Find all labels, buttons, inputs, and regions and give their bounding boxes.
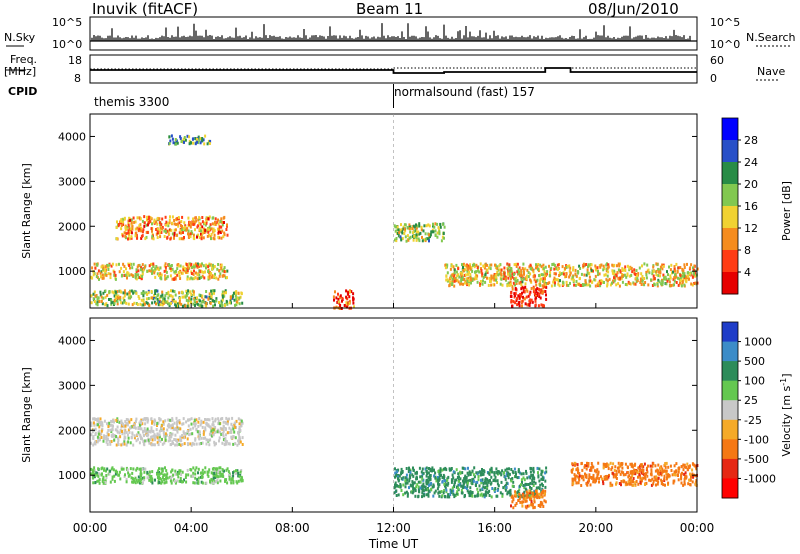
- colorbar-swatch: [722, 206, 738, 229]
- x-tick-label: 16:00: [477, 521, 512, 535]
- colorbar-tick-label: 500: [744, 355, 765, 368]
- nsky-label: N.Sky: [4, 31, 36, 44]
- colorbar-swatch: [722, 322, 738, 343]
- y-tick-label: 4000: [58, 130, 86, 143]
- colorbar-swatch: [722, 419, 738, 440]
- scatter-region-4: [168, 134, 212, 146]
- freq-label: Freq.: [10, 53, 38, 66]
- colorbar-tick-label: -500: [744, 453, 769, 466]
- scatter-region-8: [393, 222, 446, 243]
- freq-panel: [6, 54, 780, 108]
- colorbar-swatch: [722, 361, 738, 382]
- colorbar-tick-label: 100: [744, 375, 765, 388]
- freq-trace: [90, 67, 697, 74]
- time-axis: 00:00 04:00 08:00 12:00 16:00 20:00 00:00 Time …: [73, 303, 715, 551]
- colorbar-tick-label: 28: [744, 134, 758, 147]
- x-tick-label: 12:00: [376, 521, 411, 535]
- scatter-region-3: [90, 289, 244, 308]
- scatter-region-1: [90, 416, 244, 447]
- colorbar-swatch: [722, 380, 738, 401]
- velocity-colorbar: 1000 500 100 25 -25 -100 -500 -1000 Velocity [m …: [721, 321, 793, 499]
- power-heatmap: 1000 2000 3000 4000 Slant Range [km]: [20, 113, 699, 310]
- nave-trace: [90, 67, 697, 70]
- y-tick-label: 2000: [58, 220, 86, 233]
- nave-tick-high: 60: [710, 54, 724, 67]
- station-title: Inuvik (fitACF): [92, 0, 199, 18]
- nave-label: Nave: [757, 65, 786, 78]
- colorbar-swatch: [722, 478, 738, 499]
- x-tick-label: 00:00: [680, 521, 715, 535]
- colorbar-tick-label: 12: [744, 222, 758, 235]
- colorbar-swatch: [722, 439, 738, 460]
- y-tick-label: 3000: [58, 379, 86, 392]
- colorbar-tick-label: 24: [744, 156, 758, 169]
- colorbar-swatch: [722, 140, 738, 163]
- colorbar-swatch: [722, 272, 738, 295]
- scatter-region-6: [509, 284, 548, 308]
- y-tick-label: 1000: [58, 265, 86, 278]
- x-tick-label: 20:00: [579, 521, 614, 535]
- nsearch-tick-low: 10^0: [710, 38, 741, 51]
- colorbar-tick-label: -100: [744, 433, 769, 446]
- scatter-region-4: [570, 461, 699, 488]
- colorbar-tick-label: -25: [744, 414, 762, 427]
- nsky-tick-high: 10^5: [52, 16, 83, 29]
- y-axis-label: Slant Range [km]: [20, 367, 33, 463]
- y-tick-label: 2000: [58, 424, 86, 437]
- scatter-region-3: [510, 489, 547, 510]
- scatter-region-1: [115, 215, 229, 241]
- y-tick-label: 4000: [58, 334, 86, 347]
- colorbar-swatch: [722, 162, 738, 185]
- nsearch-label: N.Search: [746, 31, 796, 44]
- y-tick-label: 1000: [58, 469, 86, 482]
- cpid-label: CPID: [8, 85, 38, 98]
- velocity-colorbar-title: Velocity [m s-1]: [779, 373, 793, 456]
- nsky-tick-low: 10^0: [52, 38, 83, 51]
- colorbar-tick-label: -1000: [744, 472, 776, 485]
- colorbar-swatch: [722, 118, 738, 141]
- nsky-trace: [90, 23, 697, 42]
- colorbar-tick-label: 20: [744, 178, 758, 191]
- nsky-panel: [6, 16, 790, 51]
- freq-tick-high: 18: [68, 54, 82, 67]
- y-tick-label: 3000: [58, 175, 86, 188]
- cpid-segment-1: themis 3300: [94, 95, 170, 109]
- colorbar-swatch: [722, 400, 738, 421]
- power-colorbar-title: Power [dB]: [780, 181, 793, 241]
- colorbar-swatch: [722, 228, 738, 251]
- y-axis-label: Slant Range [km]: [20, 163, 33, 259]
- nave-tick-low: 0: [710, 72, 717, 85]
- freq-unit: [MHz]: [4, 65, 37, 78]
- x-tick-label: 04:00: [174, 521, 209, 535]
- colorbar-frame: [721, 321, 739, 499]
- colorbar-swatch: [722, 250, 738, 273]
- colorbar-tick-label: 1000: [744, 336, 772, 349]
- colorbar-swatch: [722, 341, 738, 362]
- cpid-segment-2: normalsound (fast) 157: [394, 85, 535, 99]
- x-tick-label: 00:00: [73, 521, 108, 535]
- scatter-region-7: [444, 262, 699, 288]
- x-axis-label: Time UT: [368, 537, 419, 551]
- colorbar-tick-label: 25: [744, 394, 758, 407]
- x-tick-label: 08:00: [275, 521, 310, 535]
- scatter-region-2: [90, 262, 229, 281]
- freq-tick-low: 8: [74, 72, 81, 85]
- colorbar-tick-label: 16: [744, 200, 758, 213]
- power-colorbar: 28 24 20 16 12 8 4 Power [dB]: [721, 117, 793, 295]
- colorbar-tick-label: 8: [744, 244, 751, 257]
- beam-title: Beam 11: [356, 0, 424, 18]
- velocity-heatmap: 1000 2000 3000 4000 Slant Range [km]: [20, 317, 699, 513]
- nsearch-tick-high: 10^5: [710, 16, 741, 29]
- date-title: 08/Jun/2010: [588, 0, 679, 18]
- scatter-region-5: [90, 466, 244, 485]
- colorbar-swatch: [722, 184, 738, 207]
- colorbar-swatch: [722, 458, 738, 479]
- nsky-frame: [89, 16, 698, 51]
- colorbar-tick-label: 4: [744, 266, 751, 279]
